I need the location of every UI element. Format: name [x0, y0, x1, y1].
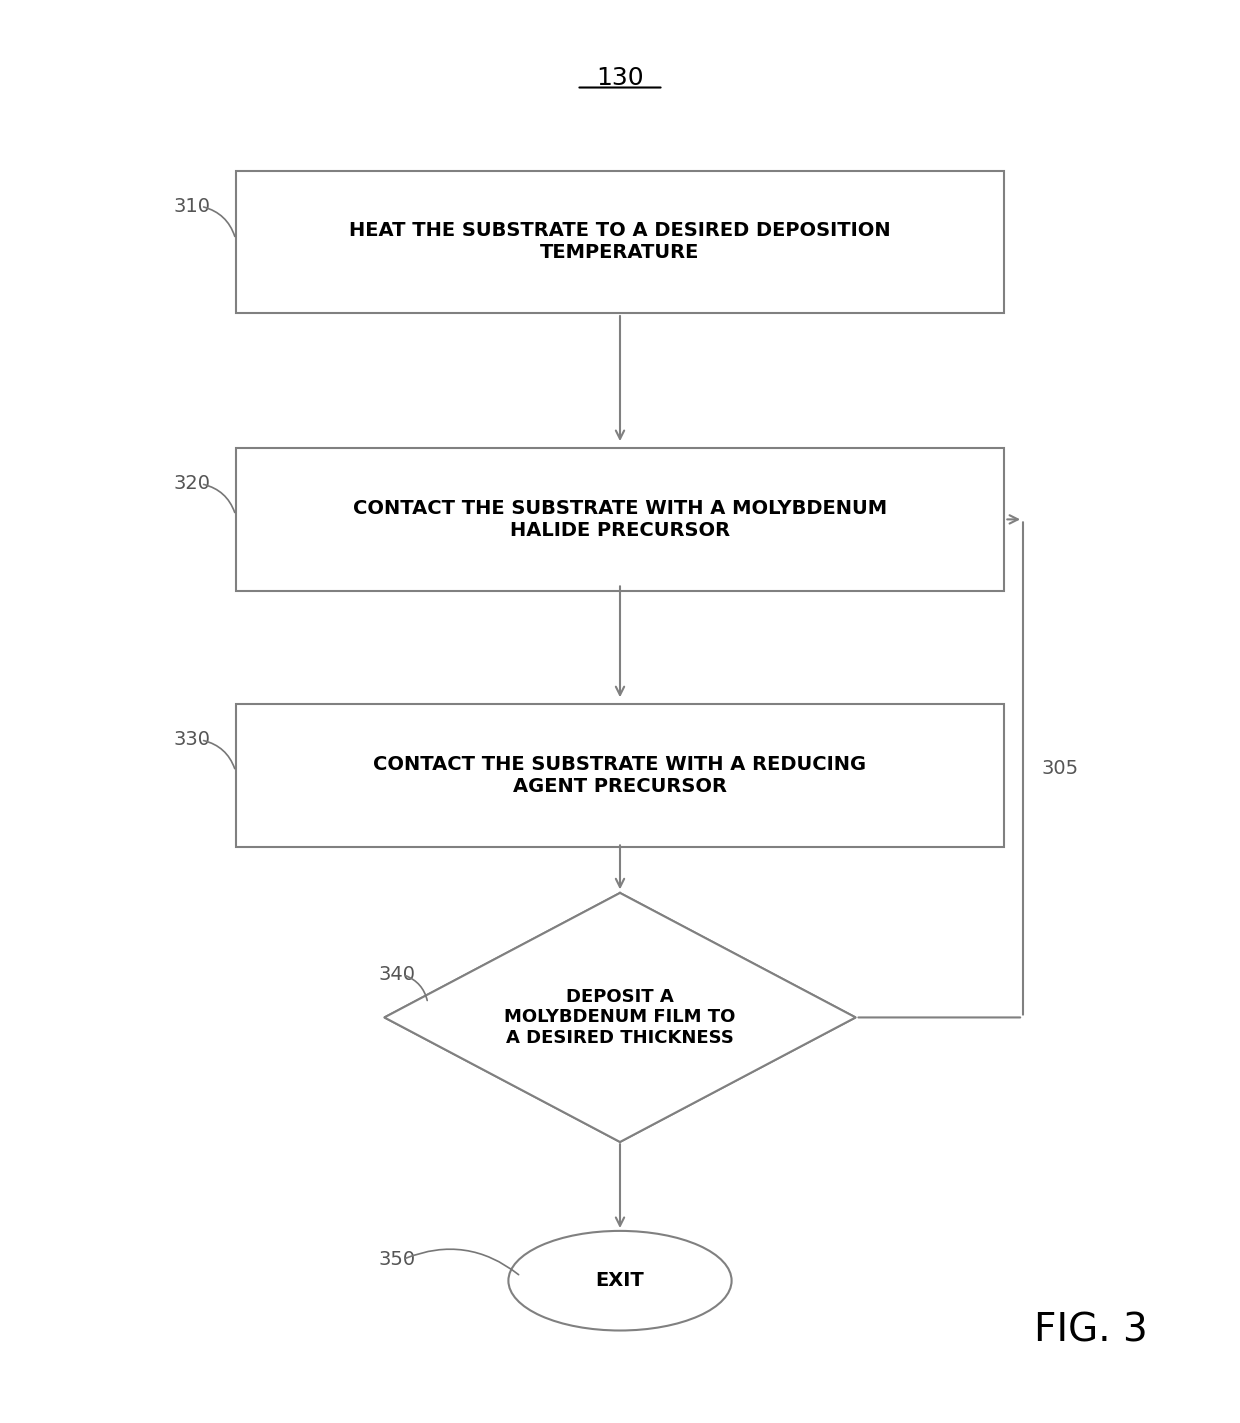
Polygon shape: [384, 894, 856, 1141]
Text: HEAT THE SUBSTRATE TO A DESIRED DEPOSITION
TEMPERATURE: HEAT THE SUBSTRATE TO A DESIRED DEPOSITI…: [350, 222, 890, 262]
Text: 330: 330: [174, 730, 211, 750]
Ellipse shape: [508, 1231, 732, 1331]
Text: 350: 350: [378, 1249, 415, 1269]
Text: 305: 305: [1042, 758, 1079, 778]
Text: CONTACT THE SUBSTRATE WITH A MOLYBDENUM
HALIDE PRECURSOR: CONTACT THE SUBSTRATE WITH A MOLYBDENUM …: [353, 499, 887, 539]
Text: EXIT: EXIT: [595, 1271, 645, 1291]
Text: 130: 130: [596, 67, 644, 90]
Text: 310: 310: [174, 196, 211, 216]
FancyBboxPatch shape: [236, 171, 1004, 313]
Text: 320: 320: [174, 474, 211, 494]
Text: FIG. 3: FIG. 3: [1034, 1312, 1148, 1349]
Text: 340: 340: [378, 965, 415, 985]
Text: CONTACT THE SUBSTRATE WITH A REDUCING
AGENT PRECURSOR: CONTACT THE SUBSTRATE WITH A REDUCING AG…: [373, 756, 867, 795]
FancyBboxPatch shape: [236, 704, 1004, 847]
FancyBboxPatch shape: [236, 448, 1004, 591]
Text: DEPOSIT A
MOLYBDENUM FILM TO
A DESIRED THICKNESS: DEPOSIT A MOLYBDENUM FILM TO A DESIRED T…: [505, 988, 735, 1047]
